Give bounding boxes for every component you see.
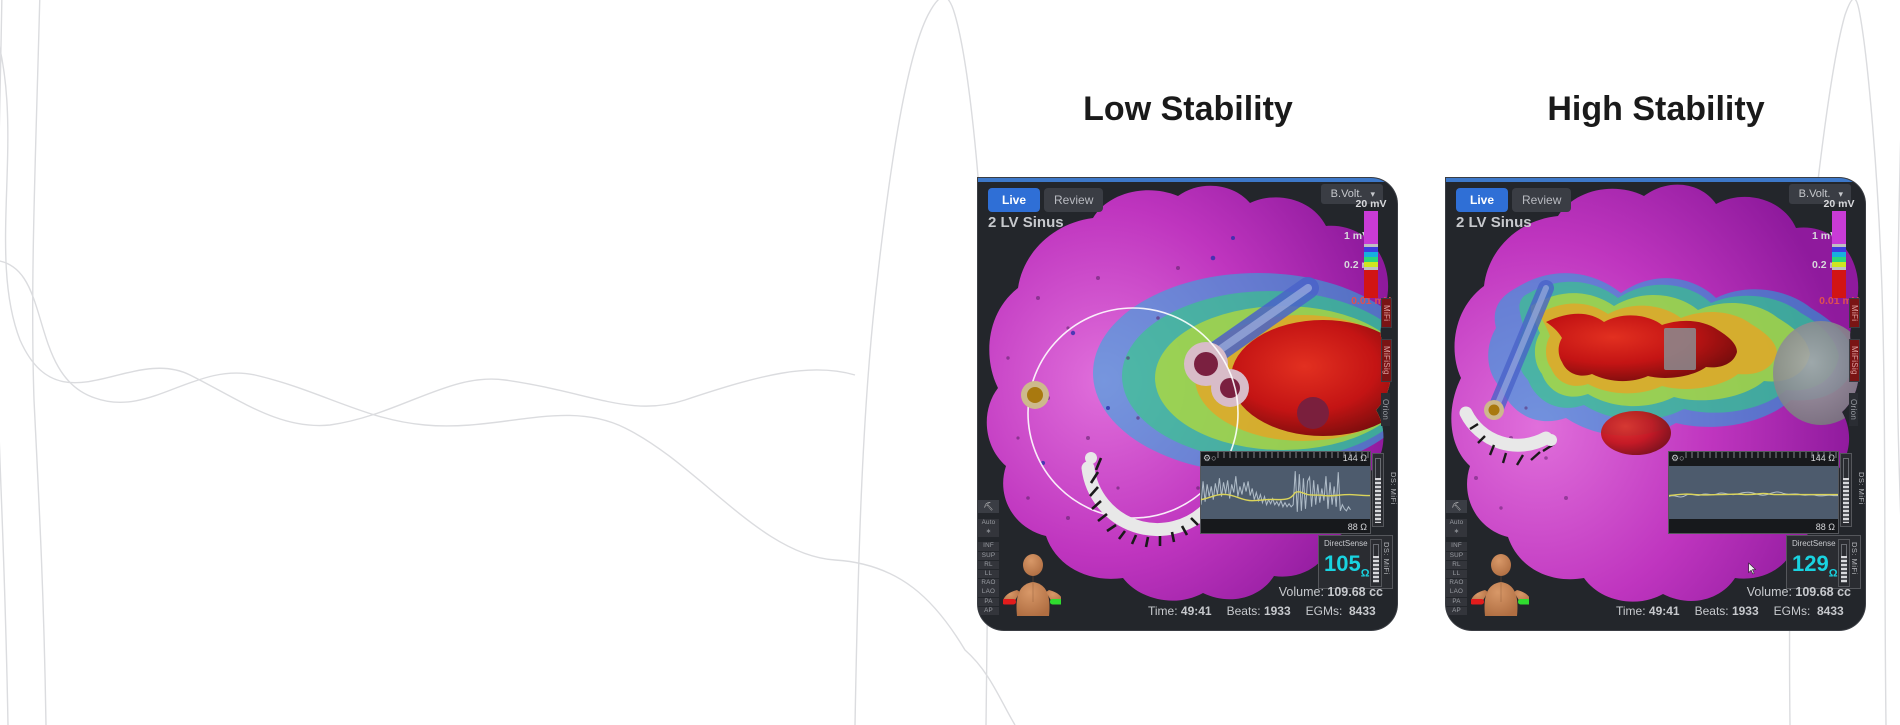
svg-text:20 mV: 20 mV (1356, 198, 1387, 210)
svg-text:20 mV: 20 mV (1824, 198, 1855, 210)
